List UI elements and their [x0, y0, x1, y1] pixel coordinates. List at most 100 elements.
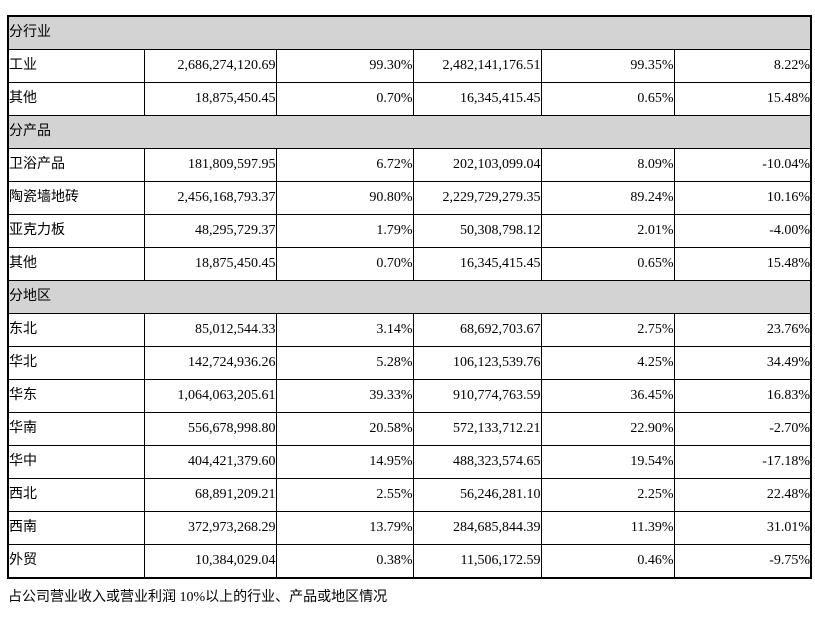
- value-cell: 0.70%: [275, 247, 414, 281]
- value-cell: 2.55%: [275, 478, 414, 512]
- value-cell: 31.01%: [673, 511, 812, 545]
- table-row: 陶瓷墙地砖 2,456,168,793.37 90.80% 2,229,729,279…: [7, 181, 812, 215]
- value-cell: 13.79%: [275, 511, 414, 545]
- value-cell: 4.25%: [540, 346, 675, 380]
- value-cell: 22.48%: [673, 478, 812, 512]
- value-cell: 50,308,798.12: [412, 214, 542, 248]
- value-cell: -17.18%: [673, 445, 812, 479]
- row-label: 卫浴产品: [7, 148, 145, 182]
- value-cell: -2.70%: [673, 412, 812, 446]
- table-row: 其他 18,875,450.45 0.70% 16,345,415.45 0.65% 15…: [7, 82, 812, 116]
- value-cell: 34.49%: [673, 346, 812, 380]
- value-cell: 5.28%: [275, 346, 414, 380]
- value-cell: 1.79%: [275, 214, 414, 248]
- row-label: 西南: [7, 511, 145, 545]
- value-cell: 23.76%: [673, 313, 812, 347]
- value-cell: 2.01%: [540, 214, 675, 248]
- segment-revenue-table: 分行业 工业 2,686,274,120.69 99.30% 2,482,141,176…: [7, 15, 813, 579]
- value-cell: 99.35%: [540, 49, 675, 83]
- row-label: 外贸: [7, 544, 145, 579]
- value-cell: 15.48%: [673, 82, 812, 116]
- value-cell: 1,064,063,205.61: [143, 379, 277, 413]
- section-header-row: 分行业: [7, 15, 812, 50]
- table-row: 华东 1,064,063,205.61 39.33% 910,774,763.59 36…: [7, 379, 812, 413]
- value-cell: 488,323,574.65: [412, 445, 542, 479]
- value-cell: 0.65%: [540, 247, 675, 281]
- value-cell: 106,123,539.76: [412, 346, 542, 380]
- table-row: 华中 404,421,379.60 14.95% 488,323,574.65 19.5…: [7, 445, 812, 479]
- section-header-label: 分地区: [7, 280, 812, 314]
- section-header-row: 分产品: [7, 115, 812, 149]
- row-label: 亚克力板: [7, 214, 145, 248]
- value-cell: 22.90%: [540, 412, 675, 446]
- value-cell: 181,809,597.95: [143, 148, 277, 182]
- value-cell: 15.48%: [673, 247, 812, 281]
- value-cell: 3.14%: [275, 313, 414, 347]
- value-cell: 8.22%: [673, 49, 812, 83]
- value-cell: 48,295,729.37: [143, 214, 277, 248]
- value-cell: 284,685,844.39: [412, 511, 542, 545]
- value-cell: 2,686,274,120.69: [143, 49, 277, 83]
- value-cell: 572,133,712.21: [412, 412, 542, 446]
- value-cell: 10,384,029.04: [143, 544, 277, 579]
- table-row: 卫浴产品 181,809,597.95 6.72% 202,103,099.04 8.0…: [7, 148, 812, 182]
- value-cell: 68,692,703.67: [412, 313, 542, 347]
- row-label: 工业: [7, 49, 145, 83]
- value-cell: 14.95%: [275, 445, 414, 479]
- table-row: 外贸 10,384,029.04 0.38% 11,506,172.59 0.46% -9…: [7, 544, 812, 579]
- value-cell: 0.65%: [540, 82, 675, 116]
- value-cell: 11,506,172.59: [412, 544, 542, 579]
- row-label: 其他: [7, 247, 145, 281]
- value-cell: 11.39%: [540, 511, 675, 545]
- value-cell: 0.38%: [275, 544, 414, 579]
- financial-table-body: 分行业 工业 2,686,274,120.69 99.30% 2,482,141,176…: [7, 15, 812, 579]
- value-cell: 8.09%: [540, 148, 675, 182]
- value-cell: 39.33%: [275, 379, 414, 413]
- value-cell: 0.46%: [540, 544, 675, 579]
- value-cell: 6.72%: [275, 148, 414, 182]
- value-cell: 910,774,763.59: [412, 379, 542, 413]
- table-row: 华北 142,724,936.26 5.28% 106,123,539.76 4.25%…: [7, 346, 812, 380]
- value-cell: 20.58%: [275, 412, 414, 446]
- value-cell: 36.45%: [540, 379, 675, 413]
- value-cell: 89.24%: [540, 181, 675, 215]
- value-cell: 19.54%: [540, 445, 675, 479]
- value-cell: 18,875,450.45: [143, 247, 277, 281]
- row-label: 华北: [7, 346, 145, 380]
- table-row: 亚克力板 48,295,729.37 1.79% 50,308,798.12 2.01%…: [7, 214, 812, 248]
- row-label: 华南: [7, 412, 145, 446]
- value-cell: 18,875,450.45: [143, 82, 277, 116]
- row-label: 华中: [7, 445, 145, 479]
- value-cell: 2,229,729,279.35: [412, 181, 542, 215]
- value-cell: 16,345,415.45: [412, 247, 542, 281]
- value-cell: 2.25%: [540, 478, 675, 512]
- row-label: 其他: [7, 82, 145, 116]
- table-row: 其他 18,875,450.45 0.70% 16,345,415.45 0.65% 15…: [7, 247, 812, 281]
- value-cell: 2.75%: [540, 313, 675, 347]
- value-cell: 99.30%: [275, 49, 414, 83]
- value-cell: 202,103,099.04: [412, 148, 542, 182]
- value-cell: -9.75%: [673, 544, 812, 579]
- value-cell: 56,246,281.10: [412, 478, 542, 512]
- row-label: 陶瓷墙地砖: [7, 181, 145, 215]
- table-row: 西南 372,973,268.29 13.79% 284,685,844.39 11.3…: [7, 511, 812, 545]
- value-cell: 372,973,268.29: [143, 511, 277, 545]
- value-cell: 16.83%: [673, 379, 812, 413]
- value-cell: 90.80%: [275, 181, 414, 215]
- section-header-label: 分产品: [7, 115, 812, 149]
- value-cell: 142,724,936.26: [143, 346, 277, 380]
- value-cell: 2,482,141,176.51: [412, 49, 542, 83]
- row-label: 东北: [7, 313, 145, 347]
- row-label: 西北: [7, 478, 145, 512]
- value-cell: -4.00%: [673, 214, 812, 248]
- value-cell: 68,891,209.21: [143, 478, 277, 512]
- section-header-row: 分地区: [7, 280, 812, 314]
- value-cell: 2,456,168,793.37: [143, 181, 277, 215]
- table-row: 东北 85,012,544.33 3.14% 68,692,703.67 2.75% 23…: [7, 313, 812, 347]
- value-cell: -10.04%: [673, 148, 812, 182]
- table-row: 工业 2,686,274,120.69 99.30% 2,482,141,176.51…: [7, 49, 812, 83]
- value-cell: 16,345,415.45: [412, 82, 542, 116]
- section-header-label: 分行业: [7, 15, 812, 50]
- table-caption-note: 占公司营业收入或营业利润 10%以上的行业、产品或地区情况: [8, 590, 388, 605]
